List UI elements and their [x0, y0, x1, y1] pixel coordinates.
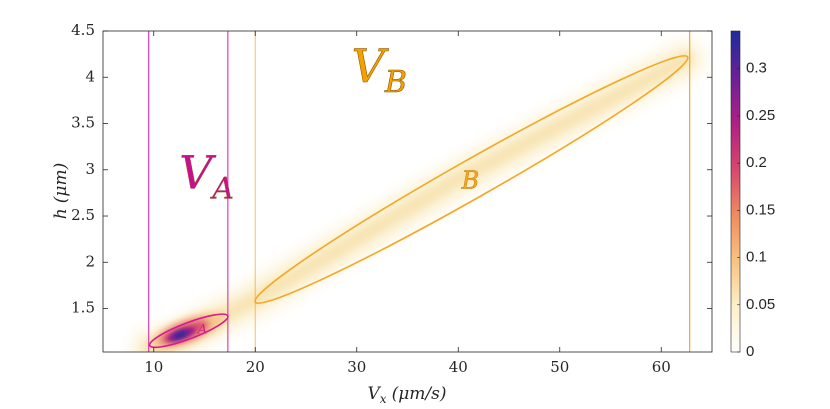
y-tick-label-2.5: 2.5 [71, 206, 95, 224]
cb-tick-label-0: 0 [746, 343, 754, 360]
y-tick-label-4.5: 4.5 [71, 21, 95, 39]
cb-tick-label-3: 0.15 [746, 201, 775, 218]
y-tick-label-1.5: 1.5 [71, 299, 95, 317]
x-tick-label-20: 20 [246, 358, 265, 376]
cb-tick-label-6: 0.3 [746, 60, 767, 77]
y-axis-label-unit: (μm) [51, 163, 71, 203]
y-axis-label-main: h [51, 208, 71, 219]
y-tick-label-3: 3 [85, 160, 95, 178]
region-label-b: VB [352, 39, 407, 100]
colorbar [730, 30, 741, 353]
y-tick-label-4: 4 [85, 67, 95, 85]
ellipse-label-b: B [461, 166, 480, 194]
x-tick-label-50: 50 [550, 358, 569, 376]
x-tick-label-30: 30 [347, 358, 366, 376]
y-axis-ticks: 1.5 2 2.5 3 3.5 4 4.5 [71, 21, 712, 317]
region-labels: VA VB [179, 39, 407, 207]
y-axis-label: h (μm) [51, 163, 71, 219]
ellipse-a [148, 313, 229, 349]
x-axis-label-sub: x [380, 392, 387, 406]
x-tick-label-40: 40 [449, 358, 468, 376]
density-peak-core [173, 331, 187, 339]
ellipse-b [254, 54, 689, 304]
density-peak [150, 312, 226, 349]
x-axis-ticks: 10 20 30 40 50 60 [144, 31, 671, 376]
x-axis-label-unit: (μm/s) [392, 384, 447, 404]
x-tick-label-60: 60 [652, 358, 671, 376]
plot-frame [102, 30, 713, 353]
cb-tick-label-1: 0.05 [746, 296, 775, 313]
cb-tick-label-2: 0.1 [746, 249, 767, 266]
cb-tick-label-5: 0.25 [746, 107, 775, 124]
region-label-a: VA [179, 145, 234, 206]
ellipse-label-a: A [197, 322, 207, 337]
x-axis-label: Vx (μm/s) [368, 384, 447, 406]
confidence-ellipses: AB [148, 54, 689, 349]
y-tick-label-2: 2 [85, 252, 95, 270]
x-axis-label-main: V [368, 384, 382, 404]
x-tick-label-10: 10 [144, 358, 163, 376]
cb-tick-label-4: 0.2 [746, 154, 767, 171]
colorbar-ticks: 0 0.05 0.1 0.15 0.2 0.25 0.3 [737, 60, 775, 360]
y-tick-label-3.5: 3.5 [71, 114, 95, 132]
